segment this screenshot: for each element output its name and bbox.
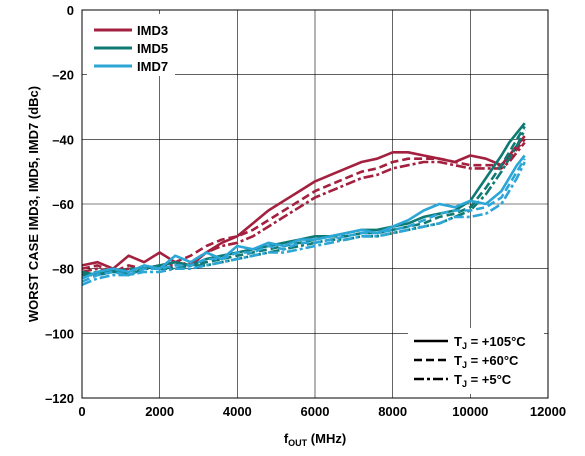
y-tick-label-6: –120: [45, 391, 74, 406]
x-tick-label-2: 4000: [223, 404, 252, 419]
legend-temp-label-1: TJ = +60°C: [454, 353, 519, 370]
x-tick-label-1: 2000: [145, 404, 174, 419]
series-imd7-6: [82, 154, 526, 280]
x-tick-label-4: 8000: [378, 404, 407, 419]
y-tick-label-5: –100: [45, 326, 74, 341]
legend-temp-label-2: TJ = +5°C: [454, 372, 512, 389]
series-lines: [82, 122, 526, 287]
y-tick-label-0: 0: [67, 3, 74, 18]
tick-labels: 0 2000 4000 6000 8000 10000 12000 0 –20 –40 –60 –80…: [45, 3, 566, 419]
legend-series: IMD3 IMD5 IMD7: [87, 14, 175, 76]
series-imd7-8: [82, 161, 526, 287]
y-axis-title: WORST CASE IMD3, IMD5, IMD7 (dBc): [26, 86, 41, 322]
legend-temperature: TJ = +105°C TJ = +60°C TJ = +5°C: [408, 328, 544, 394]
series-imd3-0: [82, 135, 526, 271]
legend-label-imd7: IMD7: [137, 59, 168, 74]
x-tick-label-0: 0: [78, 404, 85, 419]
series-imd7-7: [82, 158, 526, 283]
x-tick-label-5: 10000: [452, 404, 488, 419]
y-tick-label-3: –60: [52, 197, 74, 212]
x-tick-label-6: 12000: [530, 404, 566, 419]
series-imd3-1: [82, 138, 526, 274]
x-tick-label-3: 6000: [301, 404, 330, 419]
legend-label-imd3: IMD3: [137, 23, 168, 38]
plot-frame: [81, 9, 549, 399]
legend-label-imd5: IMD5: [137, 41, 168, 56]
y-tick-label-2: –40: [52, 132, 74, 147]
y-tick-label-4: –80: [52, 262, 74, 277]
x-axis-title: fOUT (MHz): [284, 431, 346, 448]
y-tick-label-1: –20: [52, 68, 74, 83]
legend-temp-label-0: TJ = +105°C: [454, 334, 526, 351]
series-imd5-4: [82, 125, 526, 277]
